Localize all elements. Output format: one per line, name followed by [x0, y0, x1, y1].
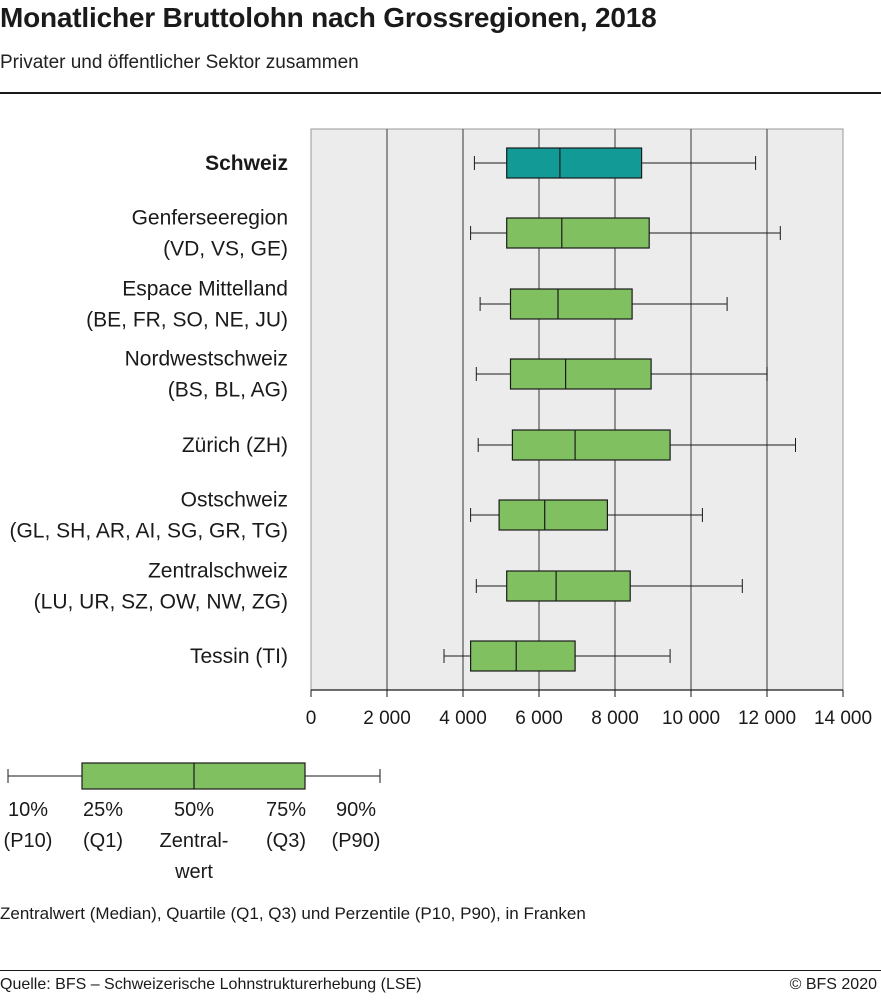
legend-label: (P10) — [4, 830, 53, 852]
category-label: Zentralschweiz — [148, 560, 288, 583]
x-tick-label: 8 000 — [591, 708, 639, 729]
category-label: Ostschweiz — [181, 489, 288, 512]
legend-label: 75% — [266, 799, 306, 821]
box-iqr — [498, 499, 609, 531]
x-tick-label: 2 000 — [363, 708, 411, 729]
copyright-text: © BFS 2020 — [789, 976, 877, 993]
box-iqr — [509, 358, 652, 390]
category-label: (LU, UR, SZ, OW, NW, ZG) — [34, 591, 288, 614]
legend-label: (Q1) — [83, 830, 123, 852]
box-iqr — [511, 429, 671, 461]
category-label: Espace Mittelland — [122, 278, 288, 301]
legend-label: 25% — [83, 799, 123, 821]
plot-area — [310, 128, 844, 691]
legend-label: (Q3) — [266, 830, 306, 852]
box-iqr — [470, 640, 576, 672]
header-divider — [0, 92, 881, 94]
category-label: Tessin (TI) — [190, 645, 288, 668]
box-iqr — [506, 217, 650, 249]
category-label: Genferseeregion — [132, 207, 288, 230]
chart-subtitle: Privater und öffentlicher Sektor zusamme… — [0, 52, 359, 73]
x-tick-label: 14 000 — [814, 708, 872, 729]
legend-label: (P90) — [332, 830, 381, 852]
x-tick-label: 4 000 — [439, 708, 487, 729]
source-text: Quelle: BFS – Schweizerische Lohnstruktu… — [0, 976, 422, 993]
category-label: (BE, FR, SO, NE, JU) — [86, 309, 288, 332]
legend-label: wert — [174, 861, 213, 883]
footer-divider — [0, 970, 881, 971]
x-tick-label: 6 000 — [515, 708, 563, 729]
legend-label: 90% — [336, 799, 376, 821]
category-label: (BS, BL, AG) — [168, 379, 288, 402]
category-label: Zürich (ZH) — [182, 434, 288, 457]
legend-label: 50% — [174, 799, 214, 821]
boxplot-chart: 0 2 000 4 000 6 000 8 000 10 000 12 000 14 000 S… — [4, 128, 872, 883]
legend-label: Zentral- — [160, 830, 229, 852]
category-label: (GL, SH, AR, AI, SG, GR, TG) — [9, 520, 288, 543]
category-label: Nordwestschweiz — [125, 348, 288, 371]
category-label: Schweiz — [205, 152, 288, 175]
x-tick-label: 10 000 — [662, 708, 720, 729]
category-label: (VD, VS, GE) — [163, 238, 288, 261]
chart-title: Monatlicher Bruttolohn nach Grossregione… — [0, 2, 657, 33]
box-iqr — [506, 570, 631, 602]
x-tick-label: 12 000 — [738, 708, 796, 729]
box-iqr — [509, 288, 633, 320]
x-tick-label: 0 — [306, 708, 317, 729]
legend-label: 10% — [8, 799, 48, 821]
box-iqr — [506, 147, 643, 179]
chart-note: Zentralwert (Median), Quartile (Q1, Q3) … — [0, 904, 586, 923]
